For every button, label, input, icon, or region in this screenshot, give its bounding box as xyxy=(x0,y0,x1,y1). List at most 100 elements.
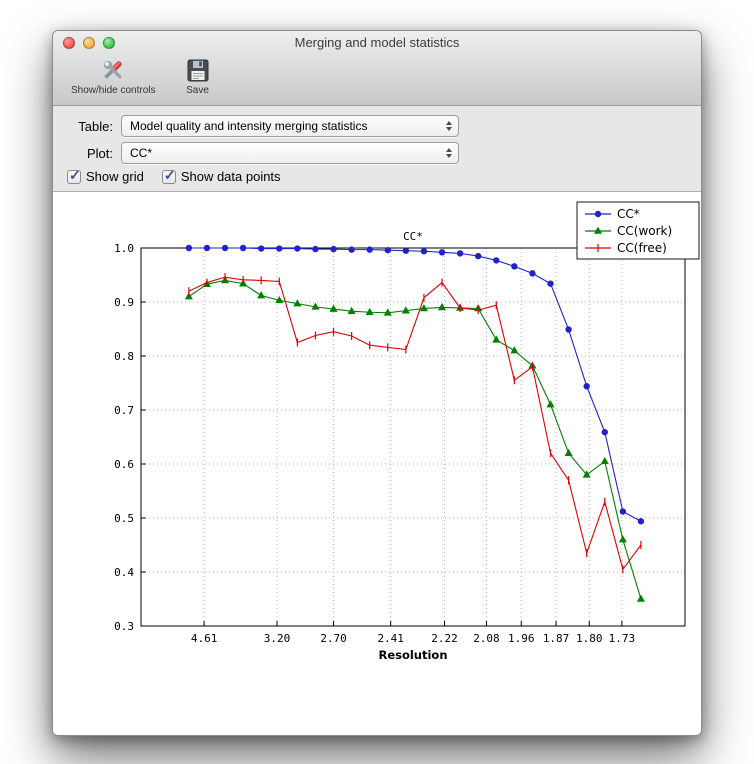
plot-panel: 1.0 0.9 0.8 0.7 0.6 0.5 0.4 0.3 4.61 3.20 2.70 2.41… xyxy=(53,192,701,735)
data-point-triangle xyxy=(184,292,193,300)
xtick-label: 1.96 xyxy=(508,632,534,645)
controls-panel: Table: Model quality and intensity mergi… xyxy=(53,106,701,192)
data-point-triangle xyxy=(419,304,428,312)
ytick-label: 0.5 xyxy=(114,512,134,525)
data-point-triangle xyxy=(618,535,627,543)
window-chrome: Merging and model statistics xyxy=(53,31,701,106)
data-point-triangle xyxy=(329,304,338,312)
data-point-circle xyxy=(366,246,373,253)
tools-icon xyxy=(99,57,127,85)
checkmark-icon: ✓ xyxy=(163,166,176,183)
ytick-label: 0.9 xyxy=(114,296,134,309)
data-point-circle xyxy=(384,246,391,254)
data-point-circle xyxy=(529,270,536,277)
xtick-label: 1.87 xyxy=(543,632,570,645)
window-title: Merging and model statistics xyxy=(294,35,460,50)
data-point-triangle xyxy=(510,346,519,354)
data-point-circle xyxy=(402,247,410,254)
xtick-label: 3.20 xyxy=(264,632,291,645)
xtick-label: 2.08 xyxy=(473,632,500,645)
ytick-label: 1.0 xyxy=(114,242,134,255)
show-data-points-checkbox[interactable]: ✓ xyxy=(161,166,176,184)
series-line xyxy=(188,247,642,522)
xtick-label: 1.73 xyxy=(609,632,636,645)
checkbox-row: ✓ Show grid ✓ Show data points xyxy=(53,166,701,184)
data-point-circle xyxy=(637,518,645,525)
xtick-label: 4.61 xyxy=(191,632,218,645)
ytick-label: 0.6 xyxy=(114,458,134,471)
zoom-button[interactable] xyxy=(103,37,115,49)
data-point-circle xyxy=(203,244,211,252)
ytick-label: 0.4 xyxy=(114,566,134,579)
x-axis-label: Resolution xyxy=(378,648,447,662)
data-point-circle xyxy=(601,428,608,436)
data-point-triangle xyxy=(401,306,410,314)
ytick-label: 0.7 xyxy=(114,404,134,417)
data-point-circle xyxy=(511,263,518,270)
plot-select[interactable]: CC* xyxy=(121,142,459,164)
tool-label: Show/hide controls xyxy=(71,85,156,96)
popup-stepper-icon xyxy=(443,121,455,131)
data-point-triangle xyxy=(347,306,356,314)
data-point-circle xyxy=(276,245,283,252)
data-point-circle xyxy=(221,244,229,252)
data-point-circle xyxy=(330,245,337,253)
checkmark-icon: ✓ xyxy=(69,166,81,183)
series-line xyxy=(188,279,642,600)
xtick-label: 2.70 xyxy=(320,632,347,645)
show-grid-label: Show grid xyxy=(86,169,144,184)
show-hide-controls-button[interactable]: Show/hide controls xyxy=(67,56,160,97)
data-point-triangle xyxy=(564,448,573,456)
data-point-circle xyxy=(348,246,355,253)
xtick-label: 1.80 xyxy=(576,632,603,645)
data-point-circle xyxy=(420,248,428,255)
data-point-triangle xyxy=(546,400,555,408)
chart: 1.0 0.9 0.8 0.7 0.6 0.5 0.4 0.3 4.61 3.20 2.70 2.41… xyxy=(114,201,700,662)
plot-label: Plot: xyxy=(86,145,113,161)
table-select-value: Model quality and intensity merging stat… xyxy=(130,119,368,133)
data-point-circle xyxy=(294,245,301,252)
data-point-circle xyxy=(239,244,247,252)
legend-label: CC* xyxy=(617,207,640,221)
data-point-triangle xyxy=(600,456,609,465)
data-point-circle xyxy=(493,257,500,264)
titlebar[interactable]: Merging and model statistics xyxy=(53,31,701,55)
popup-stepper-icon xyxy=(443,148,455,158)
data-point-triangle xyxy=(438,303,447,311)
data-point-triangle xyxy=(293,299,302,307)
table-select[interactable]: Model quality and intensity merging stat… xyxy=(121,115,459,137)
data-point-circle xyxy=(258,245,265,252)
data-point-circle xyxy=(312,245,319,253)
ytick-label: 0.3 xyxy=(114,620,134,633)
data-point-circle xyxy=(456,250,464,257)
save-button[interactable]: Save xyxy=(180,56,216,97)
plot-select-value: CC* xyxy=(130,146,153,160)
legend-label: CC(work) xyxy=(617,224,672,238)
data-point-circle xyxy=(565,326,572,333)
data-point-triangle xyxy=(636,594,645,602)
tool-label: Save xyxy=(186,85,209,96)
data-point-circle xyxy=(438,249,446,256)
traffic-lights xyxy=(63,37,115,49)
ytick-label: 0.8 xyxy=(114,350,134,363)
data-point-triangle xyxy=(257,291,266,299)
legend-label: CC(free) xyxy=(617,241,667,255)
data-point-triangle xyxy=(582,470,591,478)
data-point-circle xyxy=(594,210,602,218)
close-button[interactable] xyxy=(63,37,75,49)
series-line xyxy=(188,276,642,571)
show-grid-checkbox[interactable]: ✓ xyxy=(67,166,81,184)
chart-title: CC* xyxy=(403,230,423,243)
data-point-circle xyxy=(547,280,554,287)
toolbar: Show/hide controls Save xyxy=(53,55,701,105)
data-point-triangle xyxy=(383,308,392,316)
data-point-triangle xyxy=(275,295,284,304)
data-point-circle xyxy=(185,244,193,252)
data-point-circle xyxy=(619,508,627,515)
xtick-label: 2.22 xyxy=(431,632,458,645)
plot-row: Plot: CC* xyxy=(53,142,701,164)
data-point-circle xyxy=(583,383,590,390)
data-point-circle xyxy=(474,252,482,260)
table-row: Table: Model quality and intensity mergi… xyxy=(53,115,701,137)
minimize-button[interactable] xyxy=(83,37,95,49)
